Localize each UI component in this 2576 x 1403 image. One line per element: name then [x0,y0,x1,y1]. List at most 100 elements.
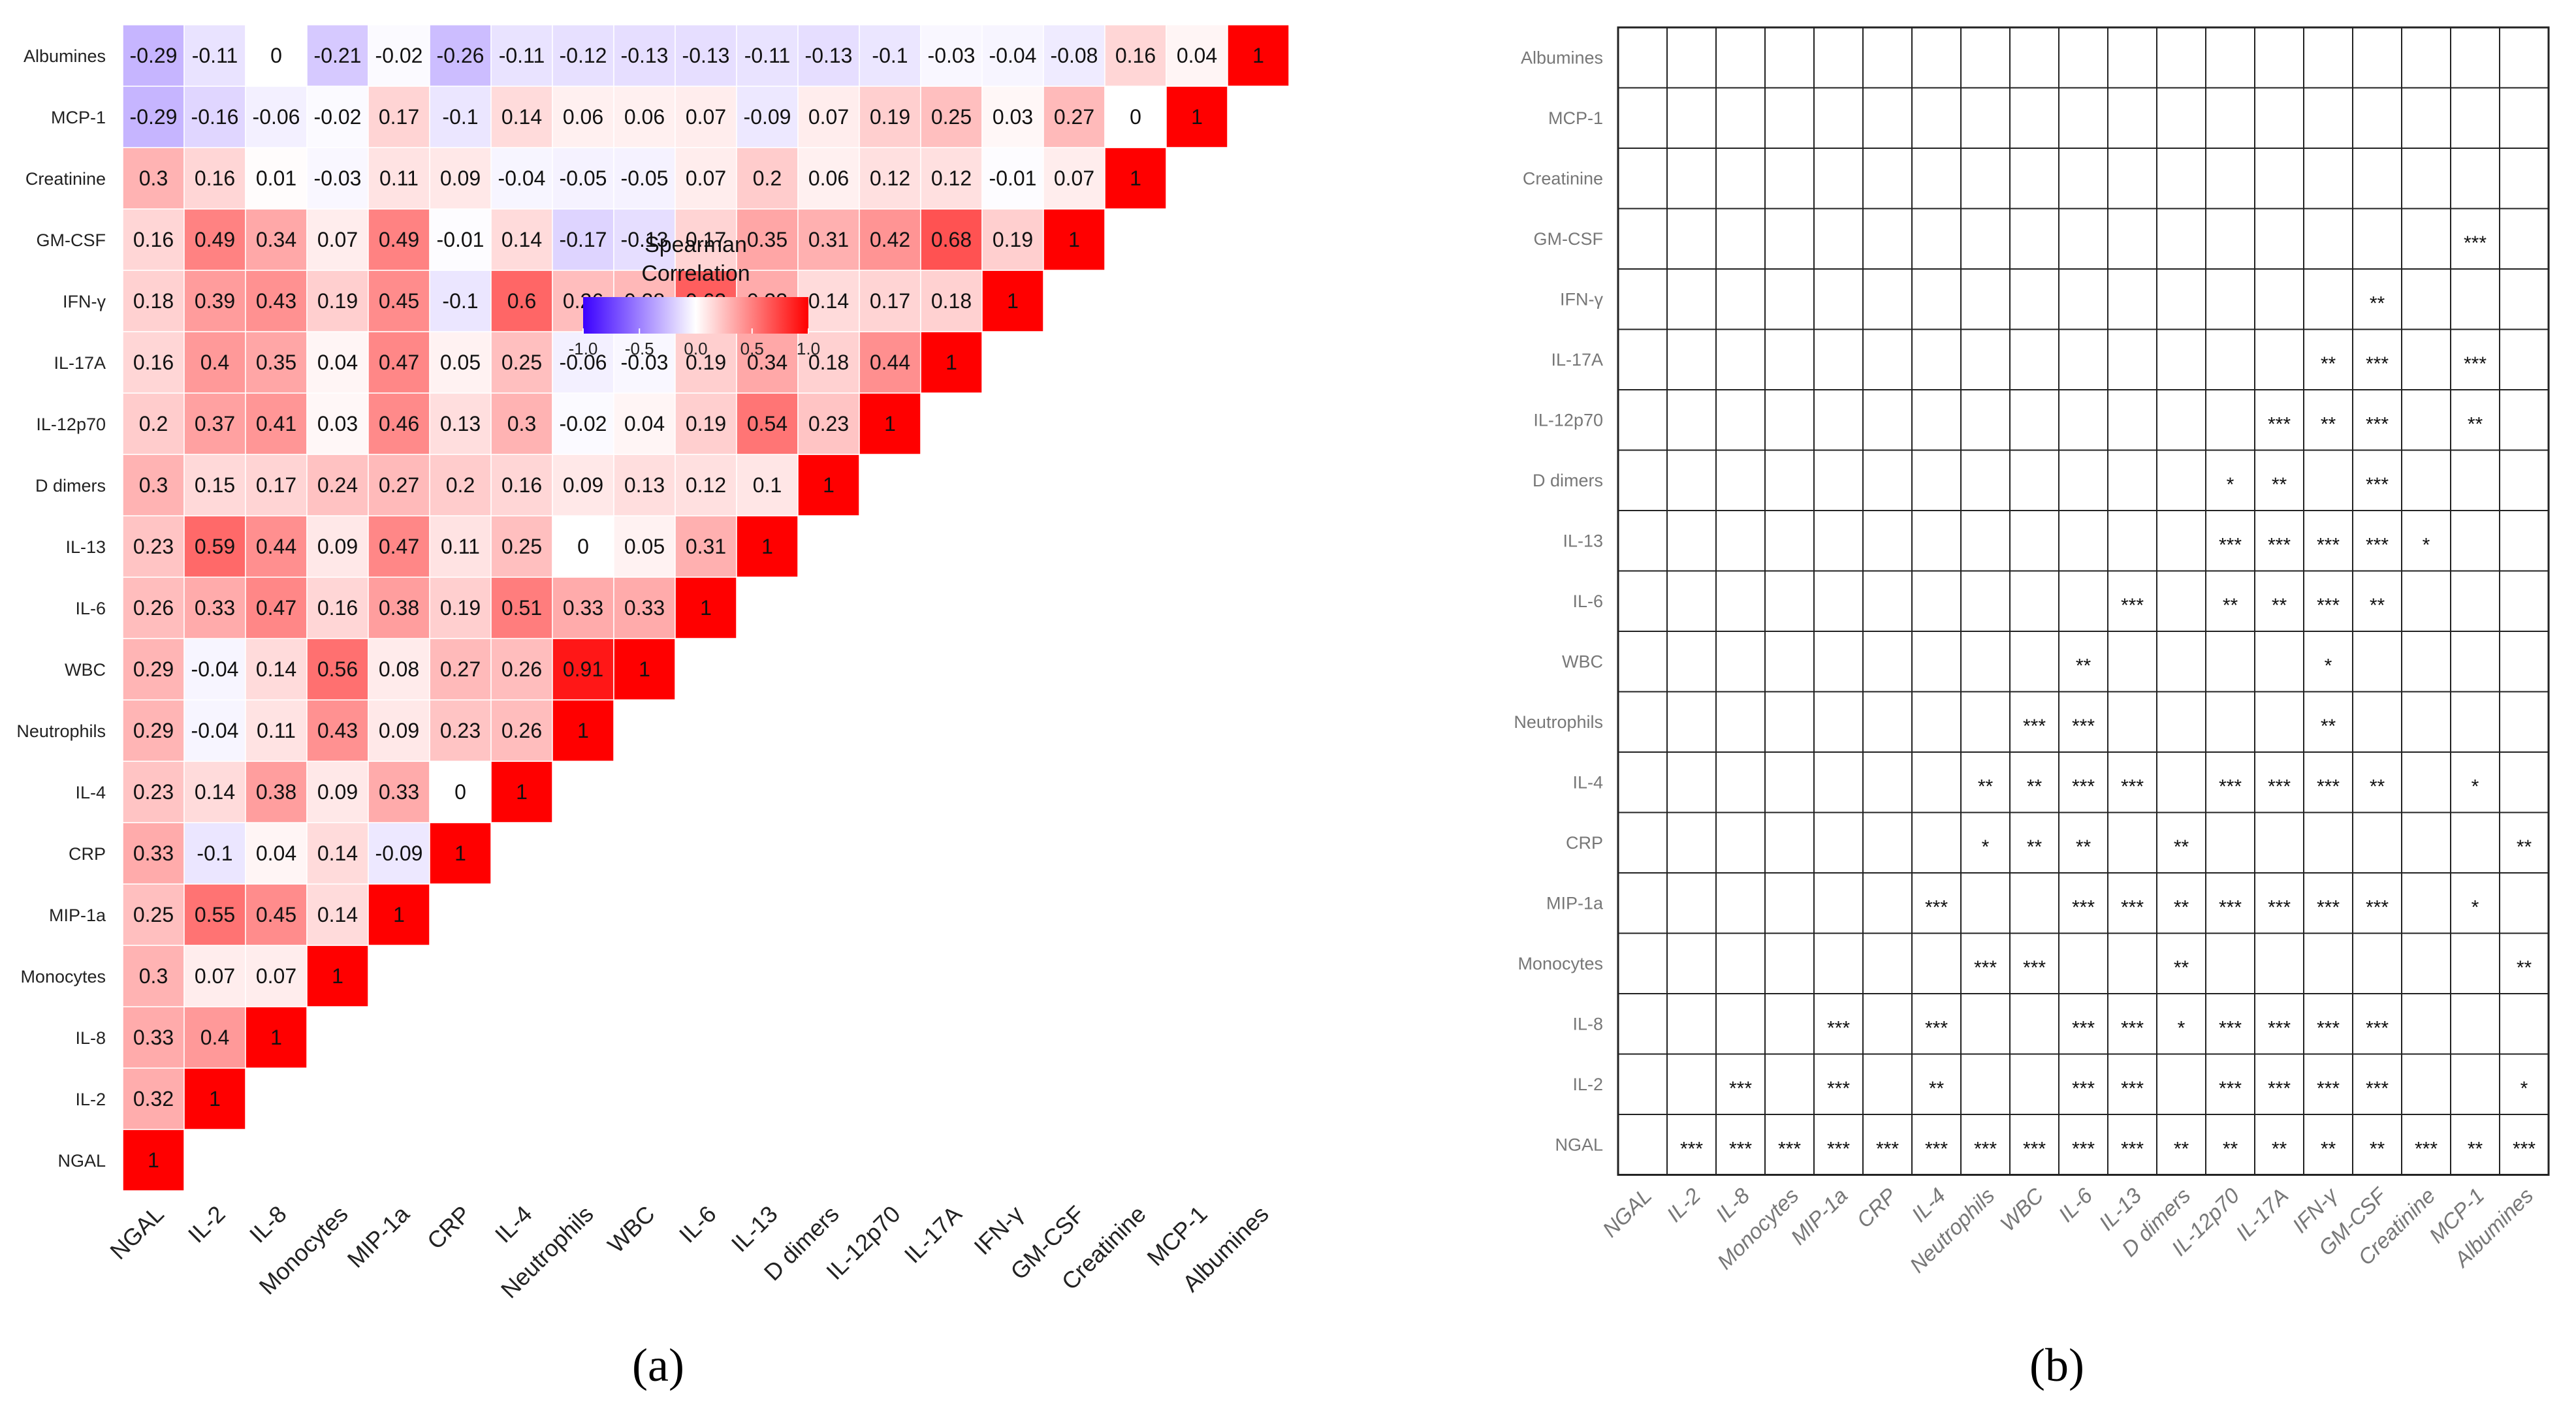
heatmap-cell-il-13-il-2 [183,515,246,578]
panel-b-significance-grid: *** *** *** *** *** *** *** *** *** *** ** ** ** ** **… [1514,26,2550,1277]
significance-mip-1a-gm-csf: *** [2366,896,2389,918]
heatmap-value-mip-1a-il-8: 0.45 [256,903,296,926]
heatmap-cell-il-4-crp [429,761,492,823]
x-tick-label-il-4: IL-4 [490,1201,537,1248]
heatmap-cell-mip-1a-mip-1a [368,883,430,946]
heatmap-cell-crp-ngal [122,822,185,885]
significance-il-4-il-17a: *** [2268,776,2291,797]
heatmap-cell-il-6-il-2 [183,576,246,639]
heatmap-cell-il-13-il-13 [736,515,799,578]
heatmap-value-il-6-wbc: 0.33 [624,596,665,620]
heatmap-cell-gm-csf-ifn [981,208,1044,271]
heatmap-cell-gm-csf-il-8 [245,208,308,271]
heatmap-value-creatinine-neutrophils: -0.05 [560,166,607,190]
heatmap-value-il-12p70-il-6: 0.19 [686,412,726,435]
heatmap-cell-crp-il-2 [183,822,246,885]
heatmap-value-albumines-il-4: -0.11 [499,44,545,67]
significance-crp-d-dimers: ** [2174,836,2189,858]
heatmap-cell-il-17a-ngal [122,331,185,394]
y-tick-label-mip-1a: MIP-1a [49,906,106,925]
y-tick-label-albumines: Albumines [24,46,106,66]
grid-frame [1617,26,2550,1176]
heatmap-value-monocytes-il-8: 0.07 [256,964,296,988]
heatmap-cell-gm-csf-monocytes [306,208,369,271]
heatmap-cell-creatinine-ngal [122,147,185,210]
heatmap-cell-il-17a-il-12p70 [859,331,921,394]
y-tick-label-monocytes: Monocytes [20,967,106,986]
heatmap-value-mcp-1-mip-1a: 0.17 [379,105,419,129]
y-tick-label-il-17a: IL-17A [54,353,106,373]
heatmap-value-ifn-monocytes: 0.19 [317,289,358,313]
significance-neutrophils-il-6: *** [2072,716,2095,737]
heatmap-cell-il-17a-il-8 [245,331,308,394]
b-y-tick-label-il-8: IL-8 [1572,1014,1603,1033]
heatmap-cell-creatinine-mip-1a [368,147,430,210]
heatmap-value-il-2-il-2: 1 [209,1087,221,1111]
heatmap-value-il-13-il-2: 0.59 [195,535,235,558]
heatmap-value-neutrophils-il-2: -0.04 [191,719,239,742]
significance-d-dimers-il-12p70: * [2227,474,2234,496]
x-tick-label-il-2: IL-2 [183,1201,231,1248]
significance-il-12p70-ifn: ** [2321,413,2336,435]
significance-monocytes-wbc: *** [2023,957,2046,979]
heatmap-cell-il-12p70-il-4 [490,392,553,455]
significance-gm-csf-mcp-1: *** [2464,232,2487,254]
significance-il-8-il-4: *** [1925,1017,1948,1039]
b-y-tick-label-monocytes: Monocytes [1518,954,1603,973]
heatmap-cell-monocytes-monocytes [306,945,369,1007]
heatmap-value-creatinine-il-17a: 0.12 [931,166,972,190]
heatmap-value-wbc-crp: 0.27 [440,657,481,681]
significance-il-13-gm-csf: *** [2366,534,2389,556]
significance-il-17a-ifn: ** [2321,353,2336,375]
heatmap-value-creatinine-crp: 0.09 [440,166,481,190]
significance-wbc-ifn: * [2325,655,2332,676]
heatmap-value-albumines-crp: -0.26 [437,44,485,67]
significance-ngal-albumines: *** [2513,1138,2536,1159]
significance-ngal-mcp-1: ** [2468,1138,2483,1159]
b-y-tick-label-ngal: NGAL [1555,1135,1603,1154]
heatmap-value-il-17a-il-4: 0.25 [501,351,542,374]
heatmap-value-albumines-albumines: 1 [1252,44,1264,67]
significance-il-13-creatinine: * [2423,534,2430,556]
heatmap-cell-gm-csf-ngal [122,208,185,271]
b-y-tick-label-il-13: IL-13 [1563,531,1603,550]
significance-il-13-ifn: *** [2317,534,2340,556]
heatmap-cell-il-12p70-mip-1a [368,392,430,455]
significance-d-dimers-il-17a: ** [2272,474,2287,496]
heatmap-value-ifn-crp: -0.1 [442,289,478,313]
significance-il-2-albumines: * [2520,1078,2528,1099]
b-y-tick-label-wbc: WBC [1562,652,1603,671]
legend-title-line2: Correlation [641,261,750,286]
heatmap-value-gm-csf-neutrophils: -0.17 [560,228,607,251]
b-y-tick-label-creatinine: Creatinine [1523,168,1603,188]
heatmap-cell-gm-csf-il-12p70 [859,208,921,271]
heatmap-value-albumines-wbc: -0.13 [621,44,669,67]
significance-monocytes-d-dimers: ** [2174,957,2189,979]
significance-il-2-ifn: *** [2317,1078,2340,1099]
heatmap-cell-albumines-wbc [613,24,676,87]
heatmap-value-il-13-ngal: 0.23 [133,535,174,558]
heatmap-cell-crp-crp [429,822,492,885]
heatmap-cell-ifn-il-2 [183,270,246,332]
heatmap-cell-neutrophils-crp [429,699,492,762]
y-tick-label-il-4: IL-4 [75,783,106,802]
heatmap-value-mcp-1-il-13: -0.09 [744,105,791,129]
heatmap-cell-monocytes-ngal [122,945,185,1007]
b-y-tick-label-il-6: IL-6 [1572,591,1603,611]
heatmap-value-il-13-crp: 0.11 [441,535,480,558]
heatmap-value-il-8-ngal: 0.33 [133,1026,174,1049]
b-x-tick-label-il-4: IL-4 [1907,1183,1950,1226]
heatmap-cell-albumines-ngal [122,24,185,87]
heatmap-value-d-dimers-il-13: 0.1 [753,473,782,497]
heatmap-cell-mcp-1-il-4 [490,86,553,148]
heatmap-cell-il-17a-neutrophils [552,331,614,394]
heatmap-value-albumines-il-17a: -0.03 [928,44,976,67]
significance-il-2-il-8: *** [1729,1078,1752,1099]
heatmap-value-wbc-wbc: 1 [639,657,650,681]
heatmap-cell-albumines-ifn [981,24,1044,87]
b-y-tick-label-ifn: IFN-γ [1560,289,1603,309]
heatmap-value-il-12p70-il-12p70: 1 [884,412,896,435]
heatmap-cell-creatinine-d-dimers [797,147,860,210]
heatmap-value-crp-crp: 1 [454,842,466,865]
significance-mip-1a-il-13: *** [2121,896,2144,918]
